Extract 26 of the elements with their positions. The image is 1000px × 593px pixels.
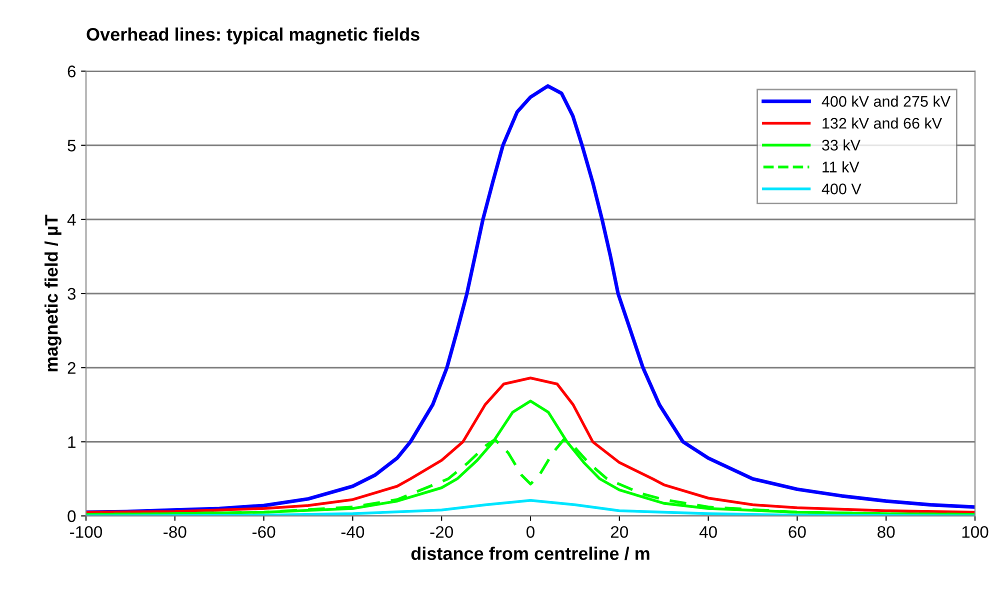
y-tick-label: 0 [68, 510, 76, 522]
y-tick-label: 5 [68, 140, 76, 152]
chart-title: Overhead lines: typical magnetic fields [86, 28, 420, 44]
y-tick-label: 2 [68, 362, 76, 374]
x-tick-label: -60 [252, 526, 276, 538]
x-tick-label: -100 [70, 526, 102, 538]
y-tick-label: 3 [68, 288, 76, 300]
x-axis-title: distance from centreline / m [411, 546, 650, 560]
legend-label: 400 kV and 275 kV [822, 96, 950, 107]
legend-label: 33 kV [822, 139, 860, 151]
x-tick-label: -80 [164, 526, 186, 538]
x-tick-label: 80 [878, 526, 895, 538]
legend-label: 400 V [822, 184, 862, 194]
legend-label: 132 kV and 66 kV [822, 117, 942, 129]
x-tick-label: 0 [526, 526, 534, 538]
y-tick-label: 6 [68, 66, 76, 78]
y-tick-label: 4 [67, 214, 76, 226]
x-tick-label: 100 [962, 526, 988, 538]
y-axis-title: magnetic field / µT [44, 214, 62, 372]
x-tick-label: -40 [341, 526, 364, 538]
x-tick-label: 40 [699, 526, 717, 538]
x-tick-label: -20 [430, 526, 453, 538]
y-tick-label: 1 [68, 436, 76, 448]
x-tick-label: 20 [610, 526, 628, 538]
x-tick-label: 60 [788, 526, 806, 538]
legend-label: 11 kV [822, 161, 860, 172]
